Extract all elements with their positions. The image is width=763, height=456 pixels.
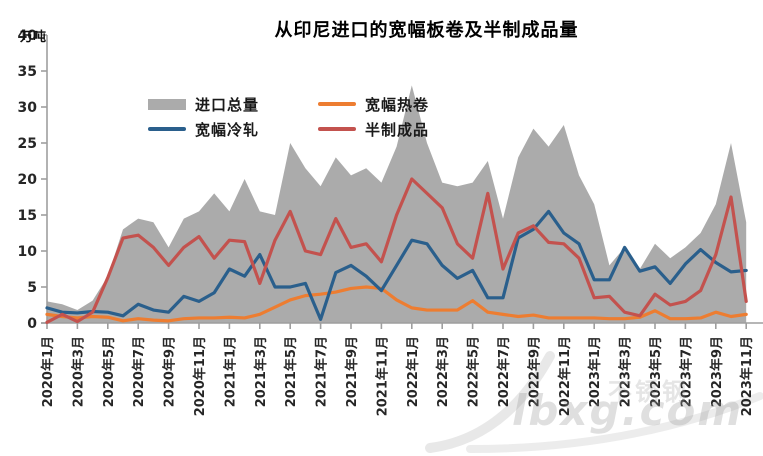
x-tick-label: 2021年5月 xyxy=(283,336,299,407)
watermark-swoosh-icon xyxy=(425,351,555,453)
watermark-swoosh-icon xyxy=(466,392,763,453)
x-tick-label: 2021年7月 xyxy=(314,336,330,407)
y-tick-label: 10 xyxy=(18,244,38,260)
legend-item-semi-finished: 半制成品 xyxy=(318,120,430,139)
line-series-半制成品 xyxy=(45,177,748,324)
x-tick-label: 2023年5月 xyxy=(648,336,664,407)
line-swatch-icon xyxy=(148,127,186,131)
x-tick-label: 2023年11月 xyxy=(739,336,755,416)
y-tick-label: 35 xyxy=(18,64,37,80)
area-series-total-imports xyxy=(47,85,747,324)
x-tick-label: 2023年9月 xyxy=(709,336,725,407)
y-tick-label: 0 xyxy=(27,316,37,332)
x-tick-label: 2022年5月 xyxy=(466,336,482,407)
x-tick-label: 2021年1月 xyxy=(222,336,238,407)
y-tick-label: 5 xyxy=(27,280,37,296)
y-tick-label: 25 xyxy=(18,136,37,152)
x-tick-label: 2020年3月 xyxy=(70,336,86,407)
x-tick-label: 2022年7月 xyxy=(496,336,512,407)
x-tick-label: 2023年7月 xyxy=(678,336,694,407)
chart-title: 从印尼进口的宽幅板卷及半制成品量 xyxy=(274,20,579,41)
y-tick-label: 15 xyxy=(18,208,37,224)
x-tick-label: 2020年5月 xyxy=(101,336,117,407)
line-series-宽幅冷轧 xyxy=(45,209,748,321)
x-tick-label: 2022年1月 xyxy=(405,336,421,407)
y-tick-label: 40 xyxy=(18,28,38,44)
y-tick-label: 30 xyxy=(18,100,38,116)
x-tick-label: 2021年9月 xyxy=(344,336,360,407)
y-axis-unit-label: 万吨 xyxy=(20,30,47,45)
legend-item-hot-rolled: 宽幅热卷 xyxy=(318,95,430,114)
x-tick-label: 2022年3月 xyxy=(435,336,451,407)
x-tick-label: 2020年9月 xyxy=(162,336,178,407)
x-tick-label: 2020年7月 xyxy=(131,336,147,407)
x-tick-label: 2020年11月 xyxy=(192,336,208,416)
y-tick-label: 20 xyxy=(18,172,38,188)
x-tick-label: 2021年3月 xyxy=(253,336,269,407)
legend-item-total-imports: 进口总量 xyxy=(148,95,260,114)
legend-label: 进口总量 xyxy=(195,95,260,114)
x-tick-label: 2020年1月 xyxy=(40,336,56,407)
area-swatch-icon xyxy=(148,98,186,110)
legend-label: 宽幅冷轧 xyxy=(195,120,260,139)
legend-item-cold-rolled: 宽幅冷轧 xyxy=(148,120,260,139)
x-tick-label: 2022年11月 xyxy=(557,336,573,416)
legend-label: 半制成品 xyxy=(365,120,430,139)
legend-label: 宽幅热卷 xyxy=(365,95,430,114)
x-tick-label: 2021年11月 xyxy=(374,336,390,416)
x-tick-label: 2023年1月 xyxy=(587,336,603,407)
x-tick-label: 2022年9月 xyxy=(526,336,542,407)
line-swatch-icon xyxy=(318,127,356,131)
line-series-宽幅热卷 xyxy=(45,285,748,323)
line-swatch-icon xyxy=(318,102,356,106)
x-tick-label: 2023年3月 xyxy=(618,336,634,407)
